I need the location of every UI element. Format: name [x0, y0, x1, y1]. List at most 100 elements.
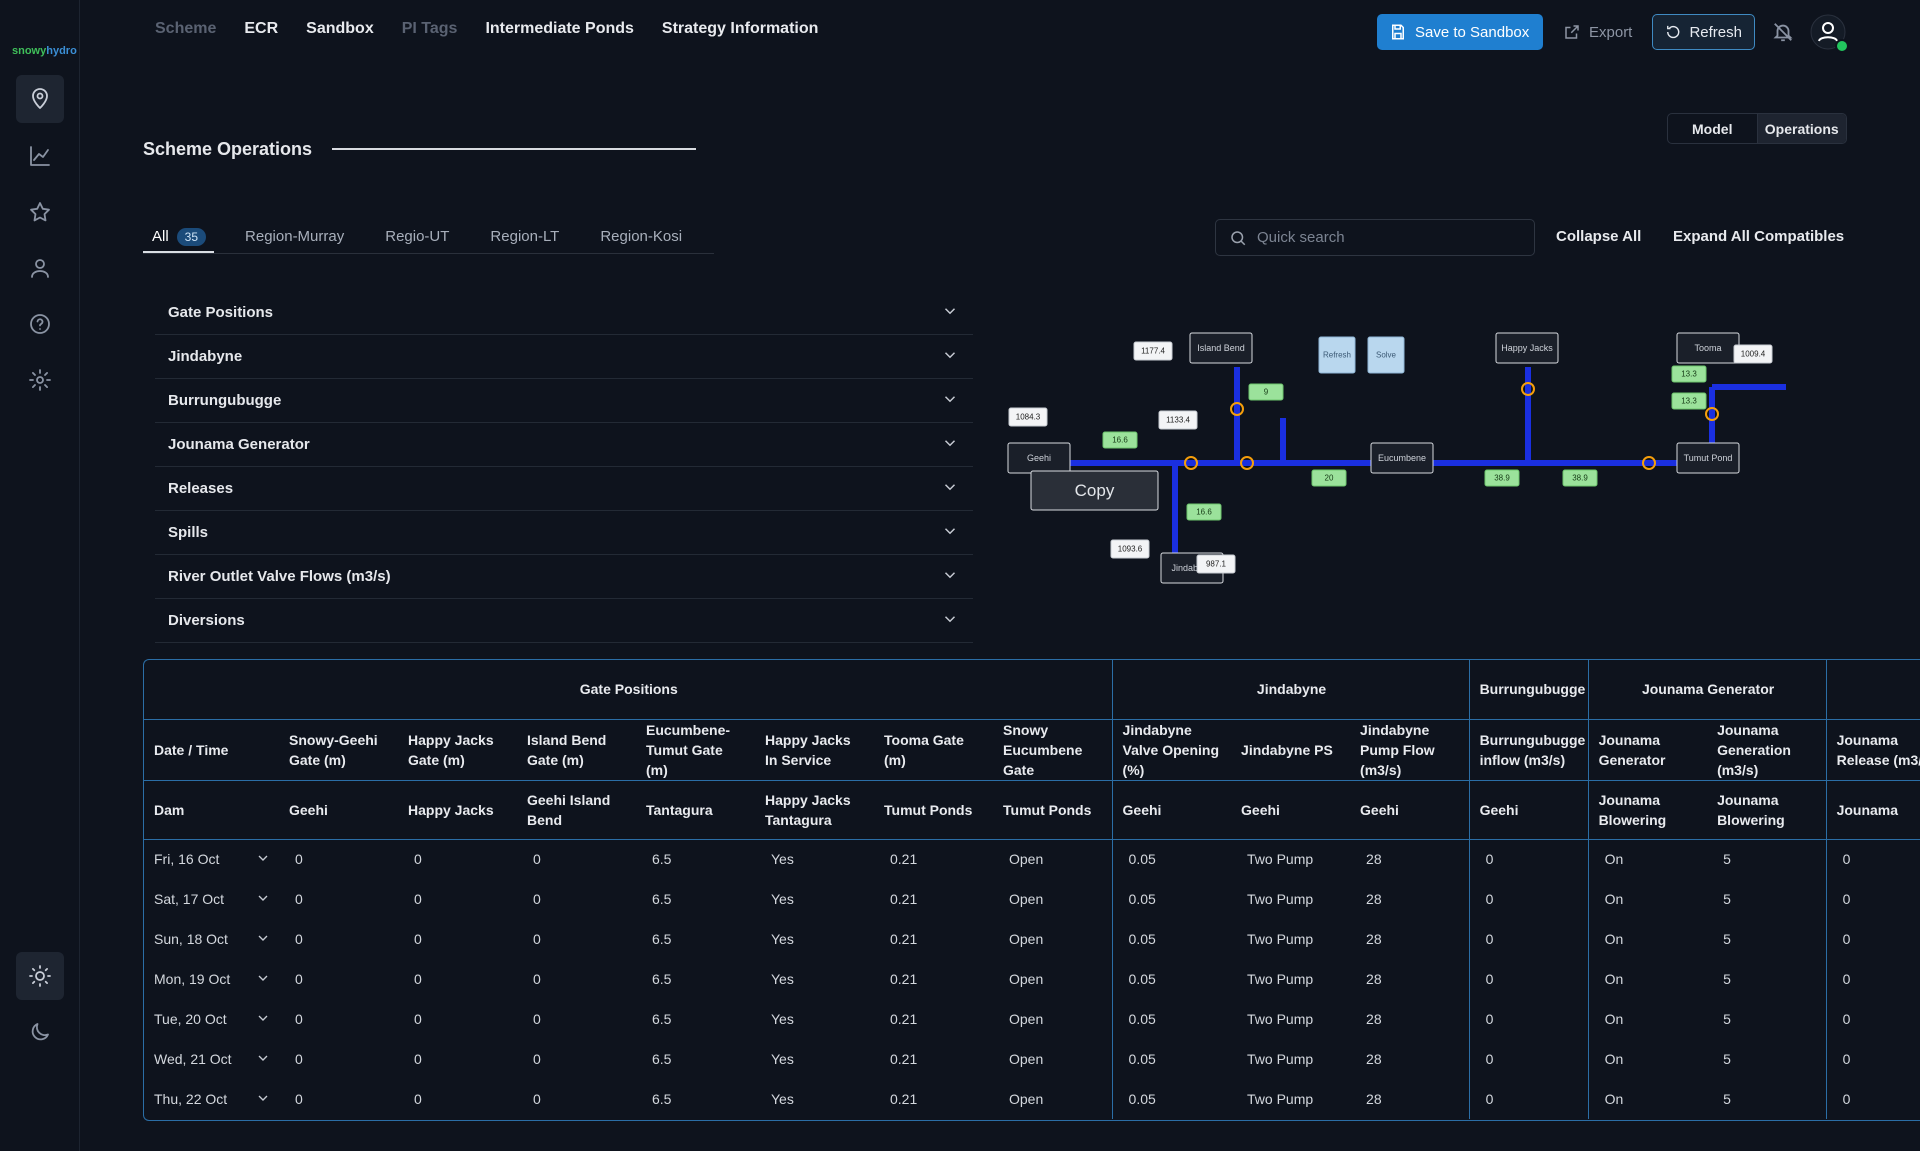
cell: 0	[533, 1011, 541, 1027]
star-icon[interactable]	[16, 188, 64, 236]
notifications-icon[interactable]	[1772, 21, 1794, 43]
nav-item[interactable]: Sandbox	[306, 20, 374, 37]
date-cell[interactable]: Mon, 19 Oct	[144, 959, 279, 999]
diagram-node-box	[1495, 332, 1559, 364]
column-header: Date / Time	[144, 718, 279, 781]
date-wrap: Thu, 22 Oct	[154, 1090, 271, 1109]
tab[interactable]: All 35	[143, 224, 215, 253]
tab-label: Region-Kosi	[600, 228, 683, 245]
diagram-level: 987.1	[1206, 560, 1227, 569]
operations-toggle[interactable]: Operations	[1756, 114, 1846, 143]
cell: 28	[1366, 851, 1382, 868]
expand-all[interactable]: Expand All Compatibles	[1673, 228, 1845, 245]
junctions	[1184, 382, 1719, 470]
section-row[interactable]: Releases	[155, 467, 973, 511]
cell: 0	[1825, 959, 1920, 999]
section-label: Releases	[168, 480, 234, 497]
section-row[interactable]: Diversions	[155, 599, 973, 643]
light-mode-icon[interactable]	[16, 952, 64, 1000]
date-cell[interactable]: Sat, 17 Oct	[144, 879, 279, 919]
settings-icon[interactable]	[16, 356, 64, 404]
export-label: Export	[1589, 23, 1633, 41]
section-row[interactable]: Jounama Generator	[155, 423, 973, 467]
diagram-level-box	[1196, 554, 1236, 574]
refresh-label: Refresh	[1689, 23, 1742, 41]
nav-item[interactable]: Strategy Information	[661, 20, 819, 37]
refresh-button[interactable]: Refresh	[1652, 14, 1755, 50]
cell: 28	[1366, 1051, 1382, 1067]
date-cell[interactable]: Fri, 16 Oct	[144, 839, 279, 879]
section-label: Jindabyne	[168, 348, 243, 365]
user-icon[interactable]	[16, 244, 64, 292]
cell: 0	[533, 1091, 541, 1107]
save-button[interactable]: Save to Sandbox	[1377, 14, 1543, 50]
nav-item[interactable]: PI Tags	[401, 20, 458, 37]
nav-item[interactable]: ECR	[244, 20, 279, 37]
date-cell[interactable]: Tue, 20 Oct	[144, 999, 279, 1039]
date-cell[interactable]: Sun, 18 Oct	[144, 919, 279, 959]
dark-mode-icon[interactable]	[16, 1008, 64, 1056]
dam-header: Tantagura	[636, 780, 755, 840]
cell: Yes	[771, 851, 794, 868]
section-row[interactable]: Burrungubugge	[155, 379, 973, 423]
section-row[interactable]: Jindabyne	[155, 335, 973, 379]
group-header: Burrungubugge	[1469, 660, 1589, 719]
cell: 0	[295, 891, 303, 907]
data-row: Tue, 20 Oct 0 0 0 6.5 Yes 0.21 Open 0.05 Two Pump…	[144, 999, 1920, 1039]
column-header: Jounama Generator	[1587, 718, 1708, 781]
section-row[interactable]: Spills	[155, 511, 973, 555]
data-row: Fri, 16 Oct 0 0 0 6.5 Yes 0.21 Open 0.05 Two Pump…	[144, 839, 1920, 879]
cell: 0.05	[1111, 839, 1232, 879]
cell: 28	[1366, 1011, 1382, 1027]
cell: 0.05	[1111, 1039, 1232, 1079]
avatar[interactable]	[1810, 14, 1850, 54]
date-cell[interactable]: Wed, 21 Oct	[144, 1039, 279, 1079]
tab[interactable]: Region-LT	[481, 224, 567, 253]
column-header: Snowy-Geehi Gate (m)	[279, 718, 398, 781]
cell: Open	[1009, 931, 1044, 947]
cell: Yes	[771, 931, 794, 947]
nav-item[interactable]: Intermediate Ponds	[485, 20, 634, 37]
diagram-flow-box	[1311, 469, 1347, 487]
section-row[interactable]: River Outlet Valve Flows (m3/s)	[155, 555, 973, 599]
tab[interactable]: Region-Kosi	[591, 224, 690, 253]
diagram-flow-box	[1671, 392, 1707, 410]
cell: 6.5	[652, 851, 672, 868]
diagram-level: 1093.6	[1118, 545, 1143, 554]
collapse-all[interactable]: Collapse All	[1556, 228, 1642, 245]
model-toggle[interactable]: Model	[1692, 120, 1733, 137]
cell: 0	[1825, 919, 1920, 959]
date-cell[interactable]: Thu, 22 Oct	[144, 1079, 279, 1119]
diagram-flow: 20	[1325, 474, 1334, 483]
column-header: Jindabyne Pump Flow (m3/s)	[1350, 718, 1470, 781]
help-icon[interactable]	[16, 300, 64, 348]
tab-count: 35	[176, 228, 207, 246]
cell: 6.5	[652, 931, 672, 947]
data-row: Sat, 17 Oct 0 0 0 6.5 Yes 0.21 Open 0.05 Two Pump…	[144, 879, 1920, 919]
tab[interactable]: Regio-UT	[376, 224, 457, 253]
search-box[interactable]: Quick search	[1215, 219, 1535, 256]
column-header: Jindabyne PS	[1231, 718, 1351, 781]
column-header: Tooma Gate (m)	[874, 718, 993, 781]
nav-item[interactable]: Scheme	[155, 20, 217, 37]
cell: 0.21	[890, 851, 918, 868]
cell: 6.5	[652, 1091, 672, 1107]
diagram-node-box	[1676, 442, 1740, 474]
section-row[interactable]: Gate Positions	[155, 291, 973, 335]
column-header: Snowy Eucumbene Gate	[993, 718, 1113, 781]
tab[interactable]: Region-Murray	[236, 224, 352, 253]
diagram-node: Geehi	[1027, 453, 1051, 463]
chart-icon[interactable]	[16, 132, 64, 180]
section-label: Jounama Generator	[168, 436, 310, 453]
map-icon[interactable]	[16, 75, 64, 123]
date-wrap: Tue, 20 Oct	[154, 1010, 271, 1029]
diagram-level-box	[1110, 539, 1150, 559]
export-button[interactable]: Export	[1551, 14, 1644, 50]
dam-header: Tumut Ponds	[874, 780, 993, 840]
data-row: Wed, 21 Oct 0 0 0 6.5 Yes 0.21 Open 0.05 Two Pump…	[144, 1039, 1920, 1079]
dam-header: Geehi	[279, 780, 398, 840]
chevron	[941, 346, 959, 368]
save-label: Save to Sandbox	[1415, 23, 1530, 41]
cell: 0	[1825, 1079, 1920, 1119]
